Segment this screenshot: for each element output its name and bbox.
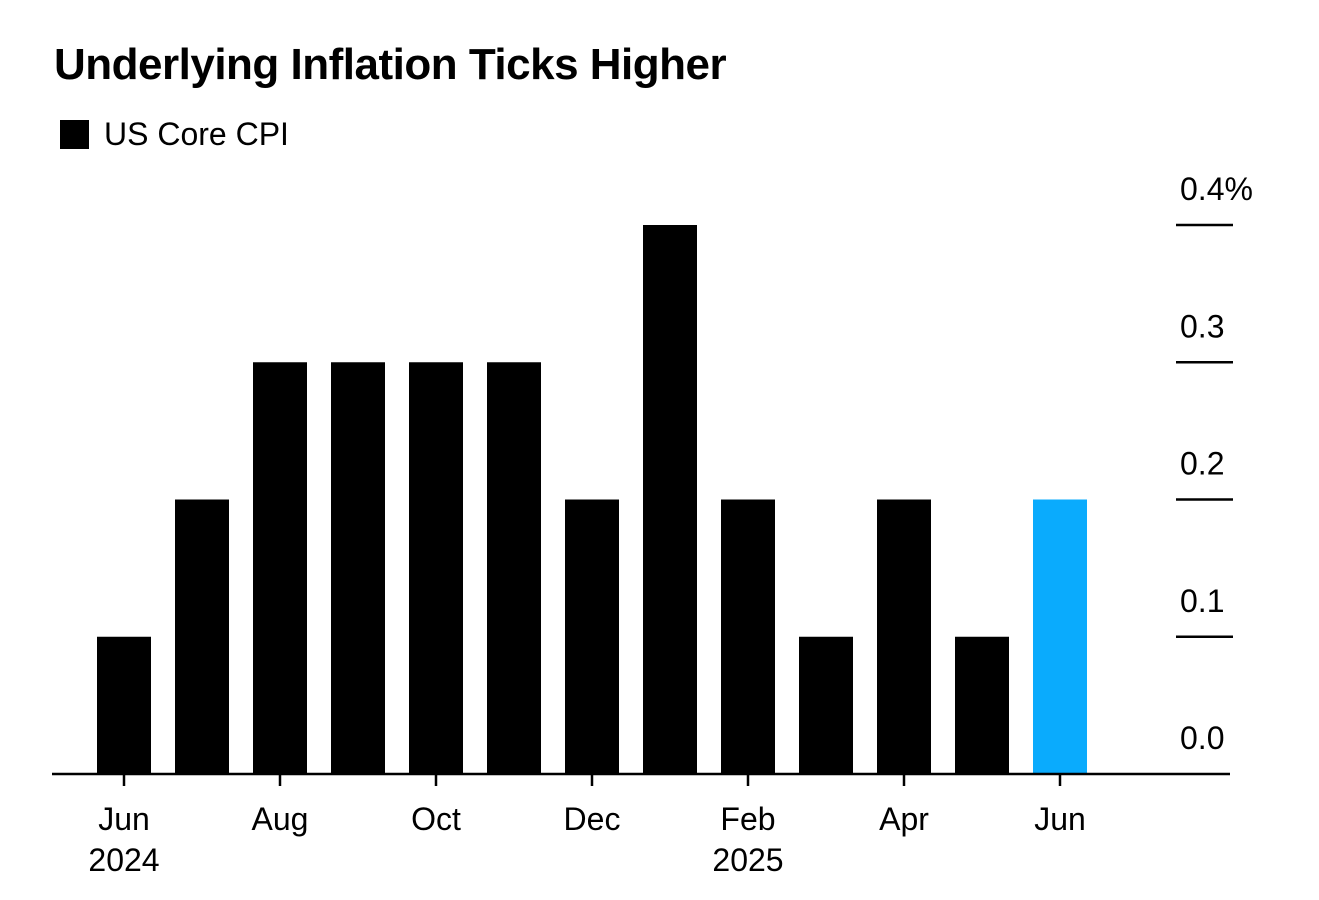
chart-title: Underlying Inflation Ticks Higher	[54, 40, 727, 89]
bar	[487, 362, 541, 774]
y-tick-label: 0.0	[1180, 720, 1224, 756]
bar	[253, 362, 307, 774]
y-tick-label: 0.1	[1180, 583, 1224, 619]
bar	[1033, 499, 1087, 774]
x-tick-year-label: 2025	[712, 842, 783, 878]
bar	[565, 499, 619, 774]
bar	[799, 636, 853, 774]
bar	[877, 499, 931, 774]
legend-label: US Core CPI	[104, 116, 289, 152]
bar	[331, 362, 385, 774]
bar	[175, 499, 229, 774]
x-tick-year-label: 2024	[88, 842, 159, 878]
y-tick-label: 0.4%	[1180, 171, 1253, 207]
bar	[409, 362, 463, 774]
bar	[955, 636, 1009, 774]
x-tick-label: Dec	[564, 801, 621, 837]
y-tick-label: 0.2	[1180, 446, 1224, 482]
bar	[721, 499, 775, 774]
x-tick-label: Jun	[1034, 801, 1086, 837]
x-tick-label: Oct	[411, 801, 461, 837]
y-tick-label: 0.3	[1180, 308, 1224, 344]
x-tick-label: Aug	[252, 801, 309, 837]
legend: US Core CPI	[60, 114, 289, 154]
x-tick-label: Apr	[879, 801, 929, 837]
bar	[643, 225, 697, 774]
bar	[97, 636, 151, 774]
legend-swatch	[60, 119, 89, 149]
x-tick-label: Feb	[720, 801, 775, 837]
x-tick-label: Jun	[98, 801, 150, 837]
